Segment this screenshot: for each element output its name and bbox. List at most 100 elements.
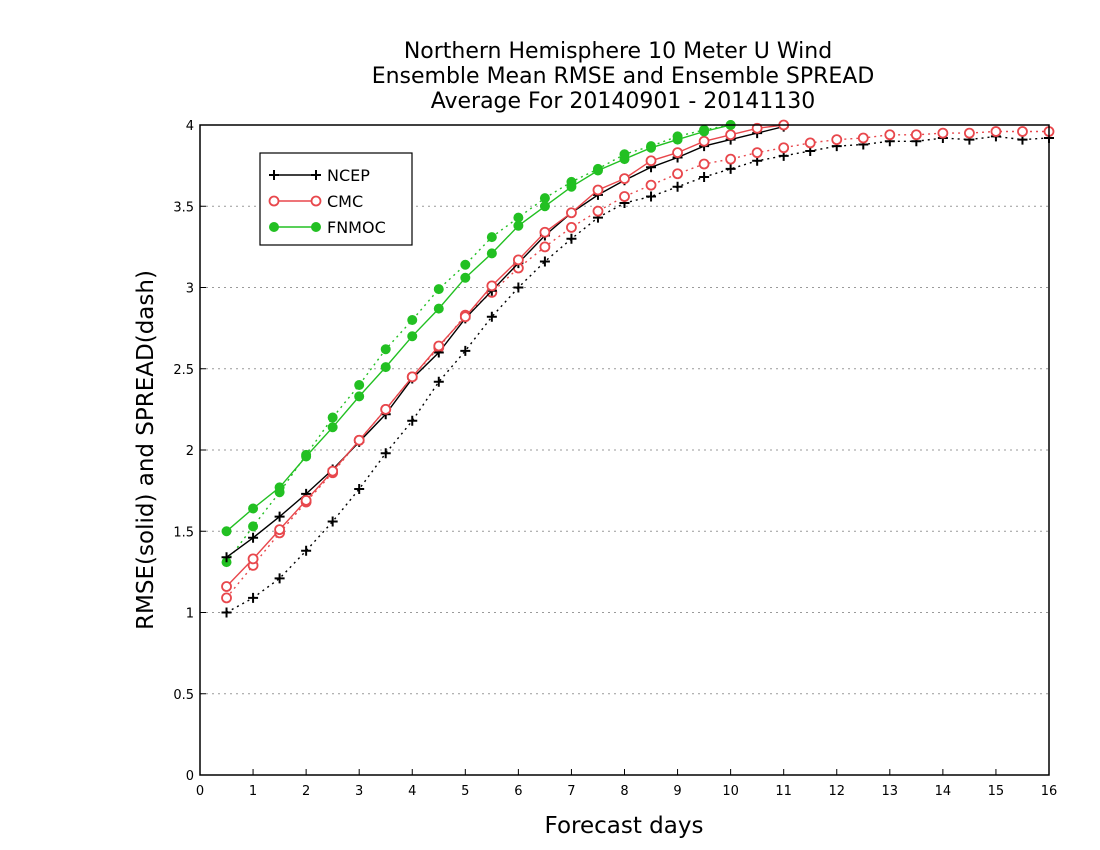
data-point-cmc-spread xyxy=(857,132,869,144)
chart-title-line-2: Ensemble Mean RMSE and Ensemble SPREAD xyxy=(372,64,875,89)
data-point-cmc-spread xyxy=(672,168,683,180)
data-point-fnmoc-spread xyxy=(486,232,497,243)
data-point-fnmoc-rmse xyxy=(301,451,312,462)
data-point-cmc-spread xyxy=(884,129,896,141)
legend-items: NCEP CMC FNMOC xyxy=(268,166,386,237)
data-point-ncep-spread xyxy=(646,191,657,202)
data-point-fnmoc-spread xyxy=(460,259,471,270)
data-point-fnmoc-spread xyxy=(380,344,391,355)
data-point-fnmoc-rmse xyxy=(592,165,603,176)
y-tick-label: 2.5 xyxy=(173,363,194,378)
data-point-cmc-rmse xyxy=(406,371,418,383)
data-point-ncep-spread xyxy=(248,592,259,603)
data-point-cmc-rmse xyxy=(327,465,339,477)
data-point-fnmoc-spread xyxy=(327,412,338,423)
x-tick-label: 0 xyxy=(196,784,204,799)
data-point-cmc-spread xyxy=(831,134,843,146)
data-point-fnmoc-rmse xyxy=(327,422,338,433)
y-tick-label: 0.5 xyxy=(173,688,194,703)
data-point-fnmoc-rmse xyxy=(513,220,524,231)
legend-box xyxy=(259,152,413,246)
data-point-cmc-rmse xyxy=(512,254,524,266)
series-line-ncep-rmse xyxy=(226,125,784,558)
data-point-fnmoc-rmse xyxy=(407,331,418,342)
legend-marker xyxy=(310,195,322,207)
data-point-cmc-spread xyxy=(751,147,763,159)
data-point-ncep-spread xyxy=(566,233,577,244)
data-point-cmc-spread xyxy=(592,205,604,217)
x-tick-label: 6 xyxy=(514,784,522,799)
data-point-cmc-rmse xyxy=(725,129,737,141)
y-tick-label: 1.5 xyxy=(173,525,194,540)
data-point-cmc-rmse xyxy=(353,434,365,446)
data-point-ncep-spread xyxy=(725,163,736,174)
data-point-cmc-rmse xyxy=(486,280,498,292)
legend-marker xyxy=(269,170,279,180)
data-point-cmc-spread xyxy=(964,127,975,139)
data-point-fnmoc-rmse xyxy=(433,303,444,314)
data-point-cmc-rmse xyxy=(566,207,577,219)
data-point-fnmoc-rmse xyxy=(486,248,497,259)
data-point-cmc-spread xyxy=(990,126,1002,137)
x-tick-label: 12 xyxy=(828,784,845,799)
chart-title: Northern Hemisphere 10 Meter U Wind Ense… xyxy=(372,39,875,114)
legend-marker xyxy=(269,222,279,232)
data-point-cmc-spread xyxy=(778,142,790,154)
data-point-ncep-rmse xyxy=(221,552,232,563)
legend-marker xyxy=(311,170,321,180)
legend-label: NCEP xyxy=(327,166,370,185)
legend-marker xyxy=(268,195,280,207)
x-tick-label: 15 xyxy=(988,784,1005,799)
y-tick-label: 2 xyxy=(186,444,194,459)
x-axis: 0 1 2 3 4 5 6 7 8 9 10 11 12 13 14 15 16 xyxy=(196,769,1057,799)
data-point-cmc-spread xyxy=(539,241,551,253)
data-point-fnmoc-rmse xyxy=(380,362,391,373)
series-layer xyxy=(221,119,1055,618)
y-tick-label: 4 xyxy=(186,119,194,134)
series-fnmoc-rmse xyxy=(221,120,736,537)
data-point-cmc-rmse xyxy=(300,494,312,506)
x-axis-label: Forecast days xyxy=(545,813,704,839)
legend-item-ncep: NCEP xyxy=(269,166,370,185)
data-point-ncep-spread xyxy=(407,415,418,426)
data-point-ncep-spread xyxy=(460,345,471,356)
data-point-cmc-rmse xyxy=(221,581,232,592)
x-tick-label: 5 xyxy=(461,784,469,799)
y-tick-label: 3 xyxy=(186,282,194,297)
data-point-cmc-rmse xyxy=(592,184,604,196)
data-point-cmc-rmse xyxy=(433,340,445,352)
y-tick-label: 3.5 xyxy=(173,200,194,215)
data-point-cmc-spread xyxy=(645,179,657,191)
data-point-ncep-spread xyxy=(486,311,497,322)
legend-label: CMC xyxy=(327,192,363,211)
x-tick-label: 16 xyxy=(1041,784,1058,799)
x-tick-label: 14 xyxy=(935,784,952,799)
x-tick-label: 11 xyxy=(775,784,792,799)
data-point-ncep-spread xyxy=(539,256,550,267)
data-point-fnmoc-rmse xyxy=(354,391,365,402)
data-point-fnmoc-spread xyxy=(433,284,444,295)
data-point-cmc-spread xyxy=(619,191,630,202)
data-point-cmc-spread xyxy=(804,137,816,149)
data-point-ncep-spread xyxy=(380,448,391,459)
chart-title-line-3: Average For 20140901 - 20141130 xyxy=(431,89,816,114)
y-axis: 0 0.5 1 1.5 2 2.5 3 3.5 4 xyxy=(173,119,206,784)
data-point-cmc-spread xyxy=(221,592,232,604)
data-point-fnmoc-rmse xyxy=(646,142,657,153)
data-point-cmc-rmse xyxy=(247,553,259,565)
data-point-fnmoc-rmse xyxy=(460,272,471,283)
data-point-ncep-spread xyxy=(221,607,232,618)
data-point-fnmoc-spread xyxy=(407,315,418,325)
data-point-cmc-rmse xyxy=(459,311,471,323)
data-point-cmc-rmse xyxy=(539,226,551,238)
x-tick-label: 10 xyxy=(722,784,739,799)
data-point-cmc-spread xyxy=(910,129,922,141)
data-point-cmc-rmse xyxy=(645,155,657,167)
data-point-ncep-spread xyxy=(327,516,338,527)
data-point-cmc-spread xyxy=(937,127,949,139)
data-point-fnmoc-rmse xyxy=(672,134,683,145)
grid xyxy=(200,205,1049,695)
data-point-ncep-spread xyxy=(699,172,710,182)
x-tick-label: 1 xyxy=(249,784,257,799)
